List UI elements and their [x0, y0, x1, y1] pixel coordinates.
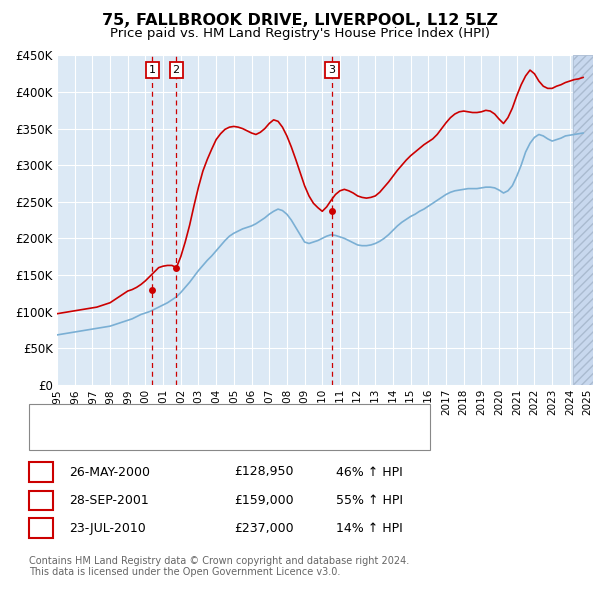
Bar: [573, 55, 593, 385]
Text: Price paid vs. HM Land Registry's House Price Index (HPI): Price paid vs. HM Land Registry's House …: [110, 27, 490, 40]
Text: 75, FALLBROOK DRIVE, LIVERPOOL, L12 5LZ: 75, FALLBROOK DRIVE, LIVERPOOL, L12 5LZ: [102, 13, 498, 28]
Text: 2: 2: [173, 65, 180, 76]
Text: £237,000: £237,000: [234, 522, 293, 535]
Text: 46% ↑ HPI: 46% ↑ HPI: [336, 466, 403, 478]
Text: 1: 1: [149, 65, 156, 76]
Text: 3: 3: [37, 522, 45, 535]
Text: 14% ↑ HPI: 14% ↑ HPI: [336, 522, 403, 535]
Text: £128,950: £128,950: [234, 466, 293, 478]
Text: £159,000: £159,000: [234, 494, 293, 507]
Text: HPI: Average price, detached house, Liverpool: HPI: Average price, detached house, Live…: [67, 432, 324, 442]
Text: 26-MAY-2000: 26-MAY-2000: [69, 466, 150, 478]
Text: 23-JUL-2010: 23-JUL-2010: [69, 522, 146, 535]
Bar: [573, 55, 593, 385]
Text: 1: 1: [37, 466, 45, 478]
Text: 3: 3: [328, 65, 335, 76]
Text: 2: 2: [37, 494, 45, 507]
Text: 55% ↑ HPI: 55% ↑ HPI: [336, 494, 403, 507]
Text: 75, FALLBROOK DRIVE, LIVERPOOL, L12 5LZ (detached house): 75, FALLBROOK DRIVE, LIVERPOOL, L12 5LZ …: [67, 412, 414, 422]
Text: 28-SEP-2001: 28-SEP-2001: [69, 494, 149, 507]
Text: Contains HM Land Registry data © Crown copyright and database right 2024.
This d: Contains HM Land Registry data © Crown c…: [29, 556, 409, 578]
